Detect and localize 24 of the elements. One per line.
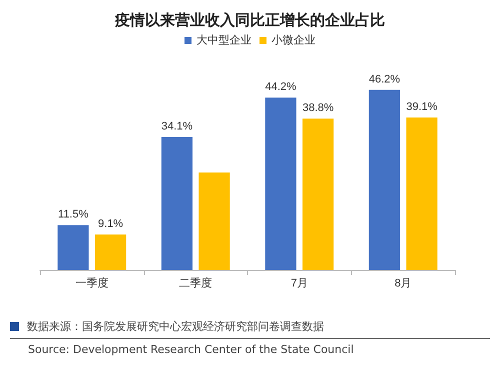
data-label: 46.2%	[368, 73, 400, 86]
bar	[368, 90, 400, 270]
data-label: 34.1%	[161, 120, 193, 133]
x-tick-label: 一季度	[75, 276, 108, 290]
source-note: 数据来源：国务院发展研究中心宏观经济研究部问卷调查数据	[27, 318, 324, 334]
data-label: 9.1%	[98, 218, 124, 230]
bar	[58, 225, 89, 270]
bar	[302, 118, 334, 270]
bar	[406, 118, 438, 270]
legend-label: 小微企业	[272, 34, 316, 46]
data-label: 39.1%	[406, 101, 438, 114]
bar	[161, 137, 193, 270]
bar	[265, 98, 296, 270]
source-note: Source: Development Research Center of the State Council	[27, 343, 355, 356]
bar	[94, 234, 126, 270]
x-tick-label: 二季度	[179, 276, 212, 290]
x-tick-label: 8月	[394, 278, 412, 290]
data-label: 38.8%	[302, 102, 334, 114]
legend-label: 大中型企业	[196, 34, 252, 46]
chart-title: 疫情以来营业收入同比正增长的企业占比	[114, 12, 385, 29]
bar	[198, 172, 230, 270]
data-label: 11.5%	[58, 208, 89, 221]
data-label: 44.2%	[265, 81, 297, 94]
x-tick-label: 7月	[290, 278, 308, 290]
